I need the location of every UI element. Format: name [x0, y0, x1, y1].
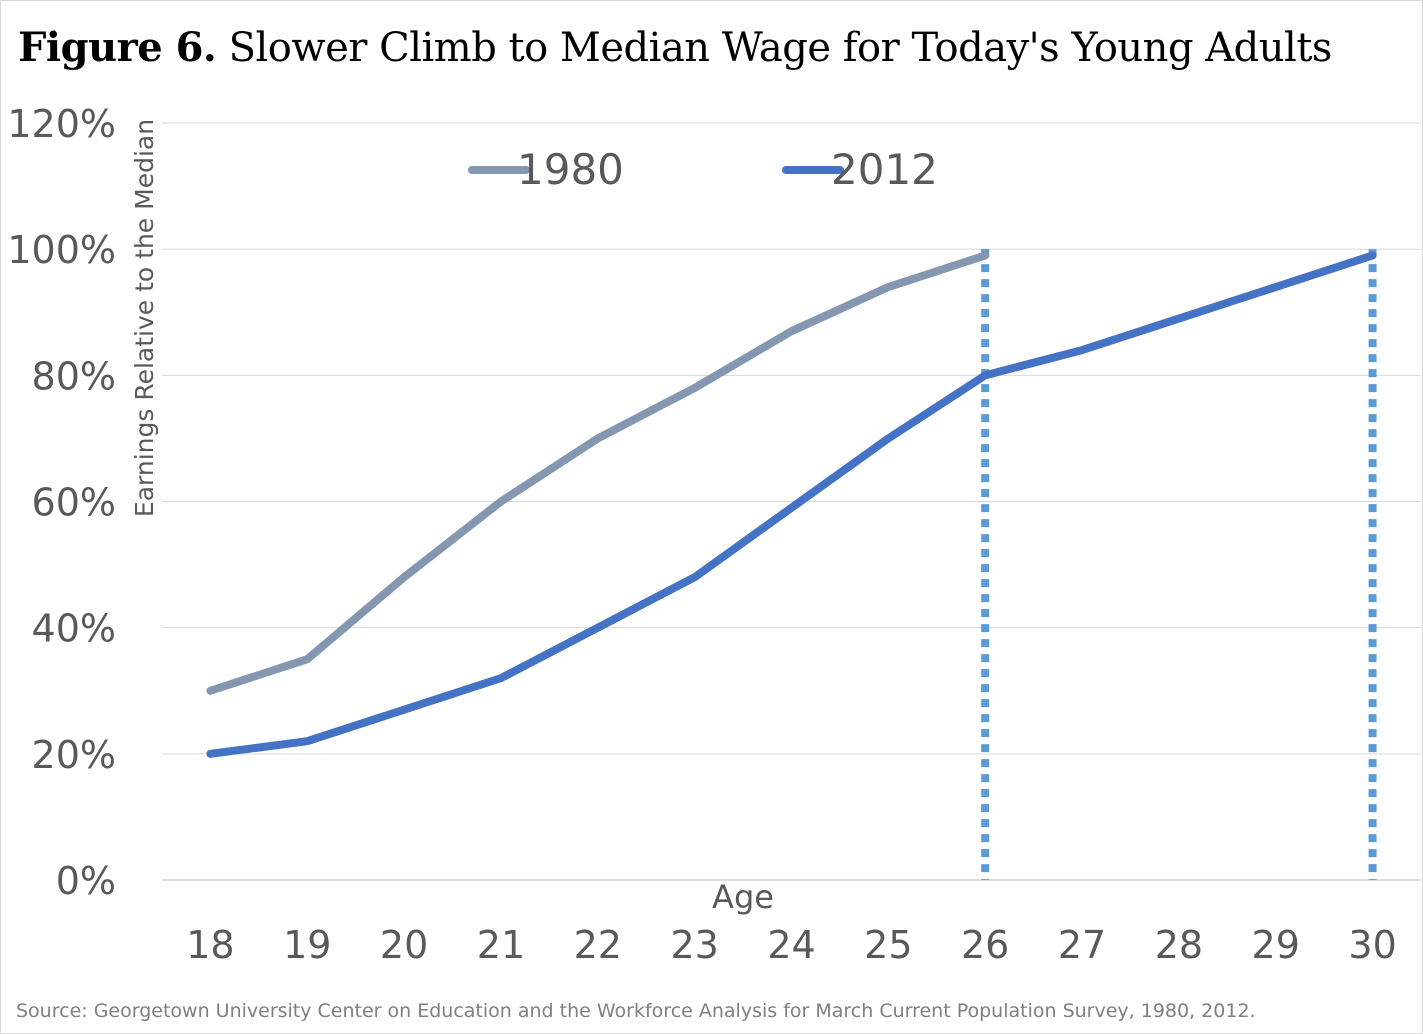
x-tick-label: 25 [864, 923, 912, 967]
x-tick-label: 20 [380, 923, 428, 967]
series-line-2012 [206, 251, 1377, 758]
y-tick-label: 60% [32, 481, 116, 525]
x-tick-label: 18 [186, 923, 234, 967]
figure-number: Figure 6. [18, 24, 217, 71]
x-tick-label: 28 [1155, 923, 1203, 967]
y-tick-label: 40% [32, 607, 116, 651]
y-tick-label: 0% [56, 859, 116, 903]
legend-label-1980: 1980 [517, 145, 624, 194]
source-note: Source: Georgetown University Center on … [16, 1000, 1256, 1022]
x-tick-label: 21 [477, 923, 525, 967]
y-tick-label: 20% [32, 733, 116, 777]
legend-label-2012: 2012 [831, 145, 938, 194]
x-tick-label: 23 [670, 923, 718, 967]
y-tick-label: 80% [32, 354, 116, 398]
y-axis-title: Earnings Relative to the Median [130, 119, 159, 517]
y-tick-label: 100% [7, 228, 116, 272]
x-tick-label: 19 [283, 923, 331, 967]
x-tick-label: 29 [1252, 923, 1300, 967]
x-tick-label: 27 [1058, 923, 1106, 967]
x-tick-label: 24 [767, 923, 815, 967]
x-tick-label: 30 [1348, 923, 1396, 967]
x-tick-label: 26 [961, 923, 1009, 967]
line-chart: 0% 20% 40% 60% 80% 100% 120% 18 19 20 21 22 23 24 25 26… [7, 102, 1421, 967]
figure-title-text: Slower Climb to Median Wage for Today's … [228, 25, 1333, 71]
y-tick-label: 120% [7, 102, 116, 146]
x-tick-label: 22 [574, 923, 622, 967]
series-line-1980 [206, 251, 990, 695]
x-axis-title: Age [712, 878, 774, 916]
chart-title: Figure 6. Slower Climb to Median Wage fo… [18, 24, 1332, 71]
